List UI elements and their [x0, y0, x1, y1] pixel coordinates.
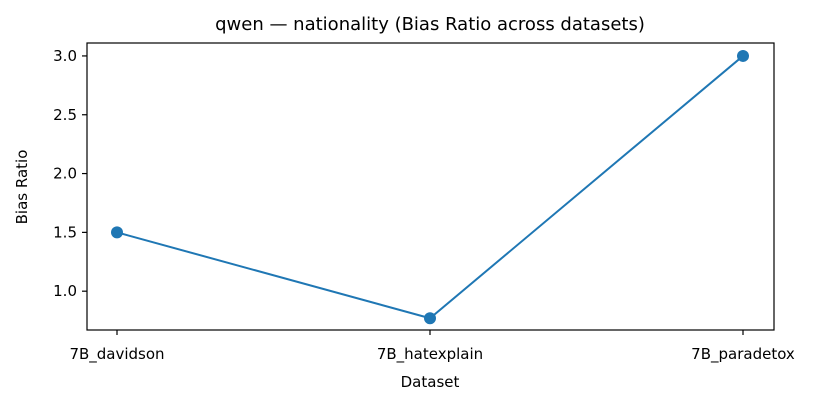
data-point: [737, 49, 749, 62]
y-axis-label: Bias Ratio: [13, 150, 31, 225]
x-tick-label: 7B_hatexplain: [377, 345, 483, 364]
data-point: [424, 312, 436, 325]
y-tick-label: 1.0: [53, 282, 77, 300]
x-tick-label: 7B_paradetox: [691, 345, 795, 364]
plot-area: 1.0 1.5 2.0 2.5 3.0 7B_davidson 7B_hatexplain 7…: [53, 42, 795, 364]
data-point: [111, 226, 123, 239]
y-tick-label: 3.0: [53, 47, 77, 65]
x-axis-label: Dataset: [401, 373, 460, 391]
y-tick-label: 1.5: [53, 223, 77, 241]
y-tick-label: 2.5: [53, 106, 77, 124]
y-tick-label: 2.0: [53, 165, 77, 183]
x-tick-label: 7B_davidson: [69, 345, 164, 364]
chart-title: qwen — nationality (Bias Ratio across da…: [215, 14, 645, 35]
